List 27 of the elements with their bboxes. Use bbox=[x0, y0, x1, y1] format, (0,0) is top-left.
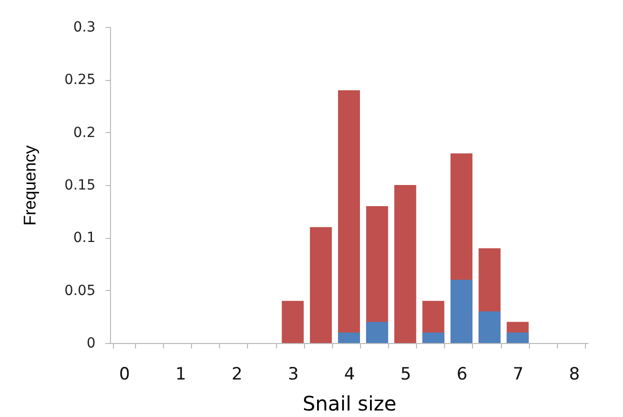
x-tick-label: 6 bbox=[456, 364, 468, 384]
bar bbox=[422, 332, 444, 343]
y-tick-label: 0.25 bbox=[64, 72, 96, 88]
bar bbox=[338, 332, 360, 343]
x-tick-label: 2 bbox=[232, 364, 242, 384]
x-tick-label: 3 bbox=[288, 364, 299, 384]
y-axis-title: Frequency bbox=[20, 144, 40, 226]
y-tick-label: 0.2 bbox=[73, 124, 96, 141]
bar bbox=[450, 280, 472, 343]
y-tick-label: 0.3 bbox=[73, 20, 96, 36]
x-axis-title: Snail size bbox=[302, 392, 396, 416]
x-tick-label: 0 bbox=[119, 364, 130, 384]
y-tick-label: 0.1 bbox=[73, 230, 96, 246]
x-tick-label: 7 bbox=[512, 364, 524, 384]
bar bbox=[366, 322, 388, 343]
y-tick-label: 0.15 bbox=[64, 178, 96, 194]
bar bbox=[478, 311, 501, 343]
y-tick-label: 0 bbox=[86, 336, 96, 352]
y-tick-label: 0.05 bbox=[64, 282, 96, 299]
x-tick-label: 1 bbox=[175, 364, 186, 384]
bar bbox=[310, 227, 332, 343]
x-tick-label: 4 bbox=[344, 364, 355, 384]
x-tick-label: 8 bbox=[569, 364, 580, 384]
bar bbox=[394, 185, 416, 343]
x-tick-label: 5 bbox=[400, 364, 412, 384]
bar bbox=[282, 300, 304, 343]
bar bbox=[506, 332, 529, 343]
